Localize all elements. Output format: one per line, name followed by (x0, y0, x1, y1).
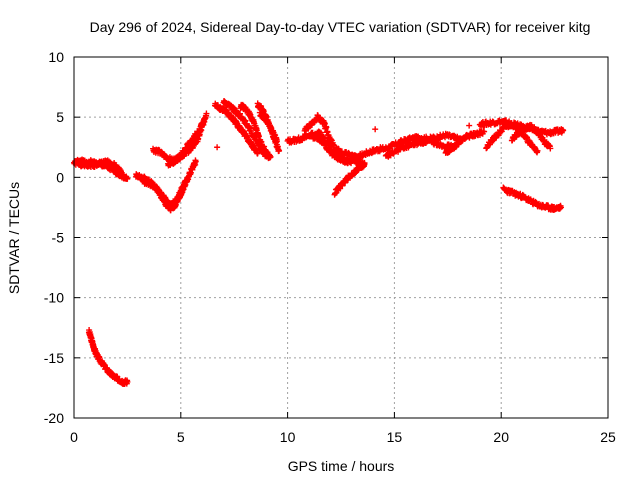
y-tick-label: -10 (44, 290, 64, 306)
data-points (71, 97, 567, 387)
y-tick-label: 5 (56, 109, 64, 125)
data-point (560, 127, 567, 134)
data-point (534, 147, 541, 154)
y-tick-label: -5 (52, 230, 65, 246)
grid (74, 57, 608, 418)
y-tick-label: 0 (56, 169, 64, 185)
data-point (481, 128, 488, 135)
y-tick-label: -20 (44, 410, 64, 426)
data-point (117, 168, 124, 175)
x-tick-label: 10 (280, 429, 296, 445)
data-point (558, 204, 565, 211)
y-tick-label: 10 (48, 49, 64, 65)
data-point (348, 157, 355, 164)
data-point (184, 175, 191, 182)
tick-labels: 0 5 10 15 20 25 -20 -15 -10 -5 0 5 10 (44, 49, 616, 445)
data-point (466, 122, 473, 129)
y-axis-label: SDTVAR / TECUs (6, 182, 22, 294)
data-point (201, 116, 208, 123)
data-point (361, 161, 368, 168)
data-point (124, 175, 131, 182)
data-point (547, 145, 554, 152)
data-point (192, 158, 199, 165)
data-point (273, 138, 280, 145)
data-point (214, 144, 221, 151)
x-tick-label: 25 (600, 429, 616, 445)
x-tick-label: 0 (70, 429, 78, 445)
data-point (372, 126, 379, 133)
x-axis-label: GPS time / hours (288, 458, 395, 474)
data-point (124, 378, 131, 385)
data-point (203, 110, 210, 117)
y-tick-label: -15 (44, 350, 64, 366)
data-point (267, 153, 274, 160)
x-tick-label: 5 (177, 429, 185, 445)
data-point (254, 150, 261, 157)
data-point (276, 147, 283, 154)
x-tick-label: 20 (493, 429, 509, 445)
plot-frame (73, 56, 609, 419)
chart-title: Day 296 of 2024, Sidereal Day-to-day VTE… (90, 19, 591, 35)
x-tick-label: 15 (387, 429, 403, 445)
